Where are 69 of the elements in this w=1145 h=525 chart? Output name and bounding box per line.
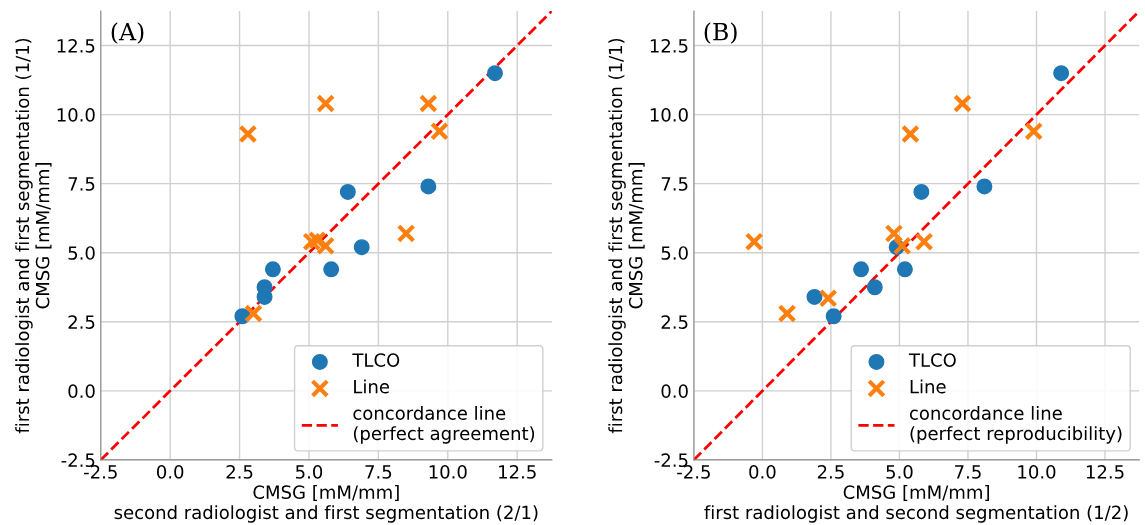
point xyxy=(316,94,335,113)
point xyxy=(896,261,913,278)
point xyxy=(744,232,764,252)
point xyxy=(825,308,842,325)
y-tick-label: -2.5 xyxy=(61,453,95,468)
point xyxy=(339,183,356,200)
y-axis-title: first radiologist and first segmentation (1/1) CMSG [mM/mm] xyxy=(608,38,645,434)
x-tick-label: 0.0 xyxy=(157,465,184,479)
point xyxy=(777,304,797,323)
point xyxy=(866,279,883,296)
x-tick-label: -2.5 xyxy=(84,465,117,479)
x-tick-label: 2.5 xyxy=(226,465,253,479)
point xyxy=(396,224,416,243)
legend-label: TLCO xyxy=(908,353,956,367)
point xyxy=(238,124,258,144)
x-tick-label: 12.5 xyxy=(1086,465,1124,479)
x-tick-label: 7.5 xyxy=(955,465,981,479)
y-tick-label: 7.5 xyxy=(68,177,95,191)
y-tick-label: 12.5 xyxy=(57,39,95,53)
x-tick-label: 5.0 xyxy=(886,465,913,479)
point xyxy=(818,288,838,308)
point xyxy=(244,304,263,323)
point xyxy=(901,124,920,144)
point xyxy=(892,236,912,256)
y-tick-label: 5.0 xyxy=(661,246,688,260)
point xyxy=(418,94,438,113)
x-tick-label: 5.0 xyxy=(296,465,323,479)
legend-label: Line xyxy=(910,379,946,394)
point xyxy=(264,261,281,278)
y-tick-label: 10.0 xyxy=(650,108,688,122)
point xyxy=(1024,121,1044,141)
point xyxy=(853,261,870,278)
x-tick-label: 2.5 xyxy=(817,465,844,479)
point xyxy=(420,178,437,195)
point xyxy=(976,178,993,195)
legend-label: Line xyxy=(354,379,390,394)
y-axis-title: first radiologist and first segmentation (1/1) CMSG [mM/mm] xyxy=(15,38,52,434)
point xyxy=(884,224,904,243)
x-tick-label: 0.0 xyxy=(749,465,776,479)
y-tick-label: 5.0 xyxy=(68,246,95,260)
x-axis-title: CMSG [mM/mm] first radiologist and second segmentation (1/2) xyxy=(704,485,1128,523)
point xyxy=(914,232,934,252)
annotation: (A) xyxy=(111,22,144,44)
y-tick-label: -2.5 xyxy=(654,453,688,468)
point xyxy=(806,288,823,305)
x-tick-label: 7.5 xyxy=(365,465,392,479)
y-tick-label: 12.5 xyxy=(650,39,688,53)
point xyxy=(913,183,930,200)
y-tick-label: 0.0 xyxy=(661,384,688,398)
legend-label: concordance line (perfect reproducibility) xyxy=(909,405,1122,444)
point xyxy=(486,65,503,82)
point xyxy=(1053,65,1070,82)
annotation: (B) xyxy=(704,22,737,44)
point xyxy=(430,121,449,141)
legend-label: concordance line (perfect agreement) xyxy=(353,405,535,444)
x-tick-label: 10.0 xyxy=(1018,465,1056,479)
y-tick-label: 2.5 xyxy=(68,315,95,329)
x-tick-label: 10.0 xyxy=(429,465,467,479)
y-tick-label: 7.5 xyxy=(661,177,688,191)
point xyxy=(953,94,972,113)
y-tick-label: 10.0 xyxy=(57,108,95,122)
x-tick-label: 12.5 xyxy=(499,465,536,479)
point xyxy=(323,261,340,278)
legend-label: TLCO xyxy=(352,353,400,367)
x-tick-label: -2.5 xyxy=(677,465,710,479)
y-tick-label: 2.5 xyxy=(661,315,688,329)
point xyxy=(353,239,370,256)
y-tick-label: 0.0 xyxy=(68,384,95,398)
x-axis-title: CMSG [mM/mm] second radiologist and first segmentation (2/1) xyxy=(114,485,538,523)
